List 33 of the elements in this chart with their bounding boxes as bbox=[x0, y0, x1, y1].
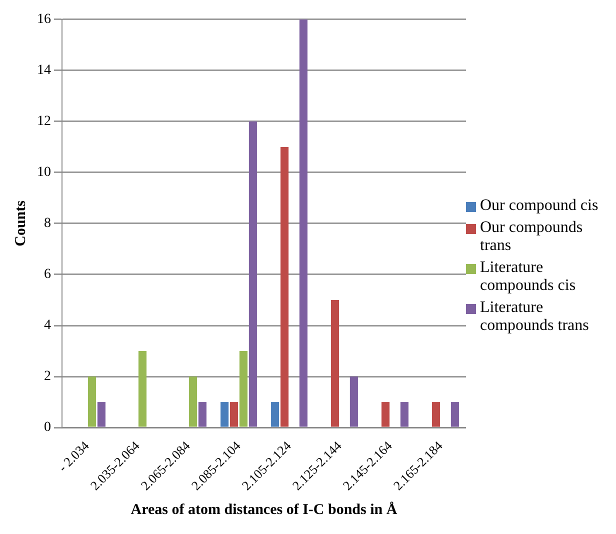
bar bbox=[239, 351, 248, 427]
bar bbox=[299, 19, 308, 427]
y-tick-label: 6 bbox=[44, 267, 51, 282]
legend-label: Our compound cis bbox=[480, 196, 598, 214]
y-tick-label: 16 bbox=[37, 12, 51, 28]
y-axis-title: Counts bbox=[12, 200, 29, 246]
bar bbox=[432, 402, 440, 427]
y-tick-label: 12 bbox=[37, 114, 51, 130]
bar bbox=[198, 402, 206, 427]
y-tick-label: 0 bbox=[44, 420, 51, 436]
bar bbox=[330, 300, 340, 427]
y-tick-label: 14 bbox=[37, 63, 51, 78]
bar bbox=[188, 376, 198, 427]
bar bbox=[450, 402, 459, 427]
bar bbox=[400, 402, 408, 427]
bar bbox=[88, 376, 96, 427]
y-tick-label: 2 bbox=[44, 369, 51, 384]
legend-label: Our compounds trans bbox=[480, 218, 584, 254]
bar bbox=[220, 402, 229, 427]
bar bbox=[280, 146, 289, 427]
bar bbox=[248, 121, 257, 427]
legend-label: Literature compounds cis bbox=[480, 258, 577, 294]
bar bbox=[230, 402, 238, 427]
y-tick-label: 10 bbox=[37, 165, 51, 180]
bar bbox=[97, 402, 106, 427]
x-axis-title: Areas of atom distances of I-C bonds in Å bbox=[130, 500, 398, 518]
bar bbox=[381, 402, 390, 427]
bar bbox=[138, 351, 147, 427]
legend-label: Literature compounds trans bbox=[480, 298, 590, 334]
bar bbox=[350, 376, 358, 427]
y-tick-label: 4 bbox=[44, 318, 51, 334]
bar bbox=[271, 402, 280, 427]
y-tick-label: 8 bbox=[44, 216, 51, 232]
